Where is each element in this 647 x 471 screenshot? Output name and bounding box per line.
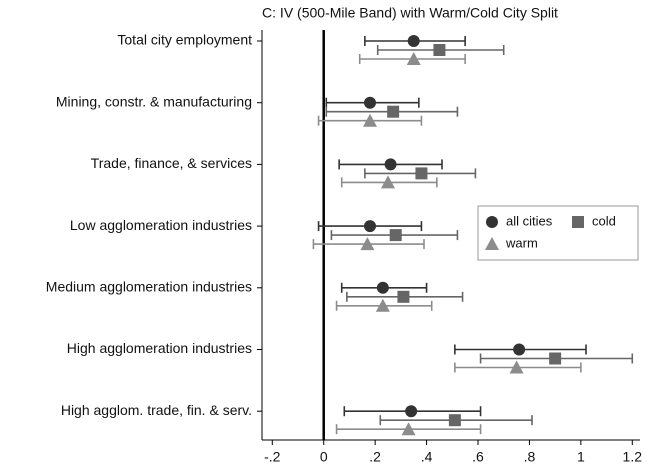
x-tick-label: .2 xyxy=(369,449,381,465)
point xyxy=(407,35,420,47)
point xyxy=(572,216,584,228)
x-tick-label: -.2 xyxy=(264,449,281,465)
point xyxy=(405,405,418,418)
legend-label: cold xyxy=(592,213,616,228)
legend: all cities cold warm xyxy=(477,205,639,261)
point xyxy=(363,113,377,127)
point xyxy=(448,414,461,427)
y-tick-label: Trade, finance, & services xyxy=(91,155,252,171)
y-tick-label: Total city employment xyxy=(117,32,252,48)
y-tick-label: Mining, constr. & manufacturing xyxy=(56,93,252,109)
point xyxy=(364,220,376,233)
point xyxy=(389,229,402,242)
point xyxy=(433,44,446,56)
point xyxy=(387,105,400,118)
legend-box xyxy=(477,205,639,261)
point xyxy=(364,96,376,109)
point xyxy=(513,343,526,356)
point xyxy=(401,422,416,436)
x-tick-label: .6 xyxy=(472,449,484,465)
point xyxy=(549,352,562,365)
x-tick-label: 0 xyxy=(320,449,328,465)
x-tick-label: 1 xyxy=(577,449,585,465)
point xyxy=(486,216,498,228)
y-tick-label: High agglomeration industries xyxy=(67,340,252,356)
x-tick-label: .8 xyxy=(524,449,536,465)
point xyxy=(397,290,410,303)
chart-subtitle: C: IV (500-Mile Band) with Warm/Cold Cit… xyxy=(262,5,558,21)
legend-label: all cities xyxy=(506,213,553,228)
y-tick-label: Low agglomeration industries xyxy=(70,217,252,233)
legend-label: warm xyxy=(505,235,538,250)
point xyxy=(384,158,397,171)
point xyxy=(376,281,389,294)
y-tick-label: High agglom. trade, fin. & serv. xyxy=(61,402,252,418)
point xyxy=(381,175,395,189)
x-tick-label: 1.2 xyxy=(623,449,643,465)
point xyxy=(415,167,428,180)
point xyxy=(406,52,421,65)
y-tick-label: Medium agglomeration industries xyxy=(46,279,252,295)
point xyxy=(375,298,390,312)
point xyxy=(485,237,499,250)
x-tick-label: .4 xyxy=(421,449,433,465)
point xyxy=(360,237,375,251)
point xyxy=(509,360,524,374)
